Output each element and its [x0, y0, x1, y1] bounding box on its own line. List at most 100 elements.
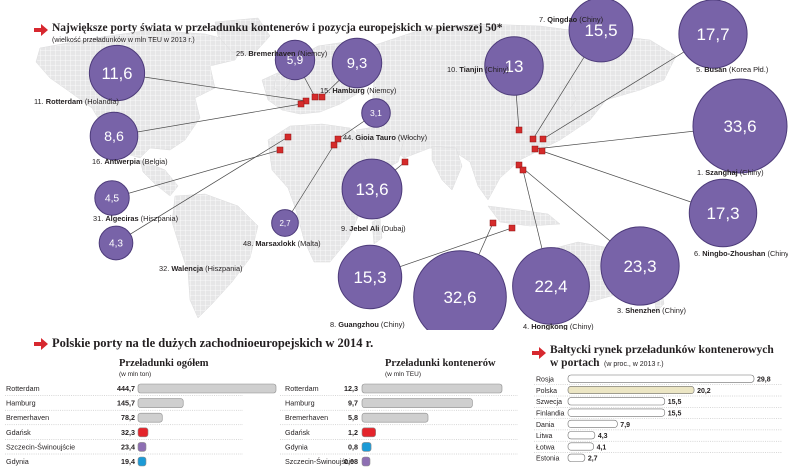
tons-category-label: Hamburg [6, 399, 36, 408]
central-america-shape [139, 159, 179, 197]
port-labels: 33,61. Szanghaj (Chiny)32,62. Singapur23… [34, 15, 788, 330]
teu-bar [361, 427, 376, 438]
bubble-value-guangzhou: 15,3 [353, 268, 386, 287]
connector-antwerpia [113, 103, 302, 137]
bubble-szanghaj [692, 78, 788, 174]
greenland-shape [214, 17, 271, 57]
port-label-gioia-tauro: 44. Gioia Tauro (Włochy) [343, 133, 427, 142]
baltic-value-label: 4,3 [598, 433, 608, 440]
baltic-bar-chart: Rosja 29,8 Polska 20,2 Szwecja 15,5 Finlandia 1… [534, 374, 782, 463]
teu-value-label: 12,3 [344, 384, 358, 393]
teu-value-label: 1,2 [348, 428, 358, 437]
port-marker-guangzhou [508, 224, 516, 232]
bubble-value-walencja: 4,3 [109, 239, 123, 250]
port-label-tianjin: 10. Tianjin (Chiny) [447, 65, 509, 74]
baltic-title-line-1: Bałtycki rynek przeładunków kontenerowyc… [550, 344, 774, 356]
port-label-walencja: 32. Walencja (Hiszpania) [159, 264, 243, 273]
tons-value-label: 78,2 [121, 413, 135, 422]
baltic-bar [567, 374, 755, 383]
baltic-category-label: Szwecja [536, 399, 562, 406]
baltic-title-line-2: w portach [550, 357, 600, 369]
bubble-value-marsaxlokk: 2,7 [279, 219, 291, 228]
teu-category-label: Bremerhaven [285, 413, 328, 422]
bubble-algeciras [94, 180, 130, 216]
bubble-tianjin [484, 36, 544, 96]
bubble-shenzhen [600, 226, 680, 306]
bubble-value-rotterdam: 11,6 [102, 64, 133, 83]
port-label-antwerpia: 16. Antwerpia (Belgia) [92, 157, 168, 166]
bubble-marsaxlokk [271, 209, 299, 237]
port-marker-tianjin [515, 126, 523, 134]
bubble-rotterdam [88, 44, 146, 102]
bubble-value-hongkong: 22,4 [534, 277, 567, 296]
port-marker-algeciras [276, 146, 284, 154]
tons-column-subtitle: (w mln ton) [119, 371, 152, 378]
connector-rotterdam [116, 72, 307, 102]
port-marker-qingdao [529, 135, 537, 143]
port-marker-hamburg [318, 93, 326, 101]
baltic-value-label: 7,9 [620, 422, 630, 429]
bubble-jebel-ali [341, 158, 403, 220]
bubble-value-bremerhaven: 5,9 [287, 53, 303, 67]
baltic-value-label: 20,2 [697, 388, 711, 395]
madagascar-shape [371, 217, 383, 245]
red-arrow-icon [34, 24, 48, 36]
baltic-bar [567, 397, 666, 406]
port-marker-walencja [284, 133, 292, 141]
port-marker-singapur [489, 219, 497, 227]
bubble-walencja [98, 225, 134, 261]
teu-bar [361, 412, 429, 423]
teu-column-title: Przeładunki kontenerów [385, 358, 496, 369]
connector-walencja [115, 136, 289, 244]
baltic-bar [567, 386, 695, 395]
tons-value-label: 444,7 [117, 384, 135, 393]
port-marker-ningbo-zhoushan [538, 147, 546, 155]
polish-ports-bar-charts: Rotterdam 444,7 Hamburg 145,7 Bremerhaven 78,… [5, 383, 518, 467]
bubble-value-antwerpia: 8,6 [104, 129, 124, 145]
port-label-bremerhaven: 25. Bremerhaven (Niemcy) [236, 49, 327, 58]
africa-shape [267, 123, 385, 263]
bubble-value-ningbo-zhoushan: 17,3 [706, 204, 739, 223]
teu-value-label: 5,8 [348, 413, 358, 422]
main-title: Największe porty świata w przeładunku ko… [52, 22, 503, 34]
baltic-value-label: 2,7 [588, 456, 598, 463]
baltic-category-label: Litwa [536, 433, 552, 440]
tons-category-label: Rotterdam [6, 384, 40, 393]
bubble-value-jebel-ali: 13,6 [355, 180, 388, 199]
main-subtitle: (wielkość przeładunków w mln TEU w 2013 … [52, 37, 195, 44]
teu-column-subtitle: (w mln TEU) [385, 371, 421, 378]
north-america-shape [35, 29, 246, 159]
baltic-bar [567, 408, 666, 417]
port-label-ningbo-zhoushan: 6. Ningbo-Zhoushan (Chiny) [694, 249, 788, 258]
tons-bar [137, 442, 147, 452]
bubble-hamburg [331, 37, 383, 89]
baltic-value-label: 29,8 [757, 377, 771, 384]
polish-ports-title: Polskie porty na tle dużych zachodnioeur… [52, 336, 374, 350]
red-arrow-icon [532, 347, 546, 359]
baltic-subtitle: (w proc., w 2013 r.) [604, 361, 664, 368]
port-bubbles [88, 0, 788, 330]
baltic-category-label: Dania [536, 422, 554, 429]
port-label-hamburg: 15. Hamburg (Niemcy) [320, 86, 396, 95]
port-marker-antwerpia [297, 100, 305, 108]
bubble-value-busan: 17,7 [696, 25, 729, 44]
port-label-qingdao: 7. Qingdao (Chiny) [539, 15, 603, 24]
teu-value-label: 0,08 [344, 457, 358, 466]
teu-category-label: Szczecin-Świnoujście [285, 457, 354, 466]
bubble-value-qingdao: 15,5 [584, 21, 617, 40]
baltic-bar [567, 431, 596, 440]
port-marker-shenzhen [515, 161, 523, 169]
teu-category-label: Gdynia [285, 442, 308, 451]
baltic-category-label: Rosja [536, 377, 554, 384]
red-arrow-icon [34, 338, 48, 350]
tons-value-label: 145,7 [117, 399, 135, 408]
port-markers [276, 93, 547, 232]
teu-bar [361, 398, 473, 408]
baltic-category-label: Finlandia [536, 411, 565, 418]
bubble-singapur [413, 250, 507, 330]
port-marker-marsaxlokk [330, 141, 338, 149]
tons-value-label: 23,4 [121, 442, 135, 451]
baltic-bar [567, 442, 594, 451]
bubble-busan [678, 0, 748, 69]
baltic-value-label: 15,5 [668, 399, 682, 406]
